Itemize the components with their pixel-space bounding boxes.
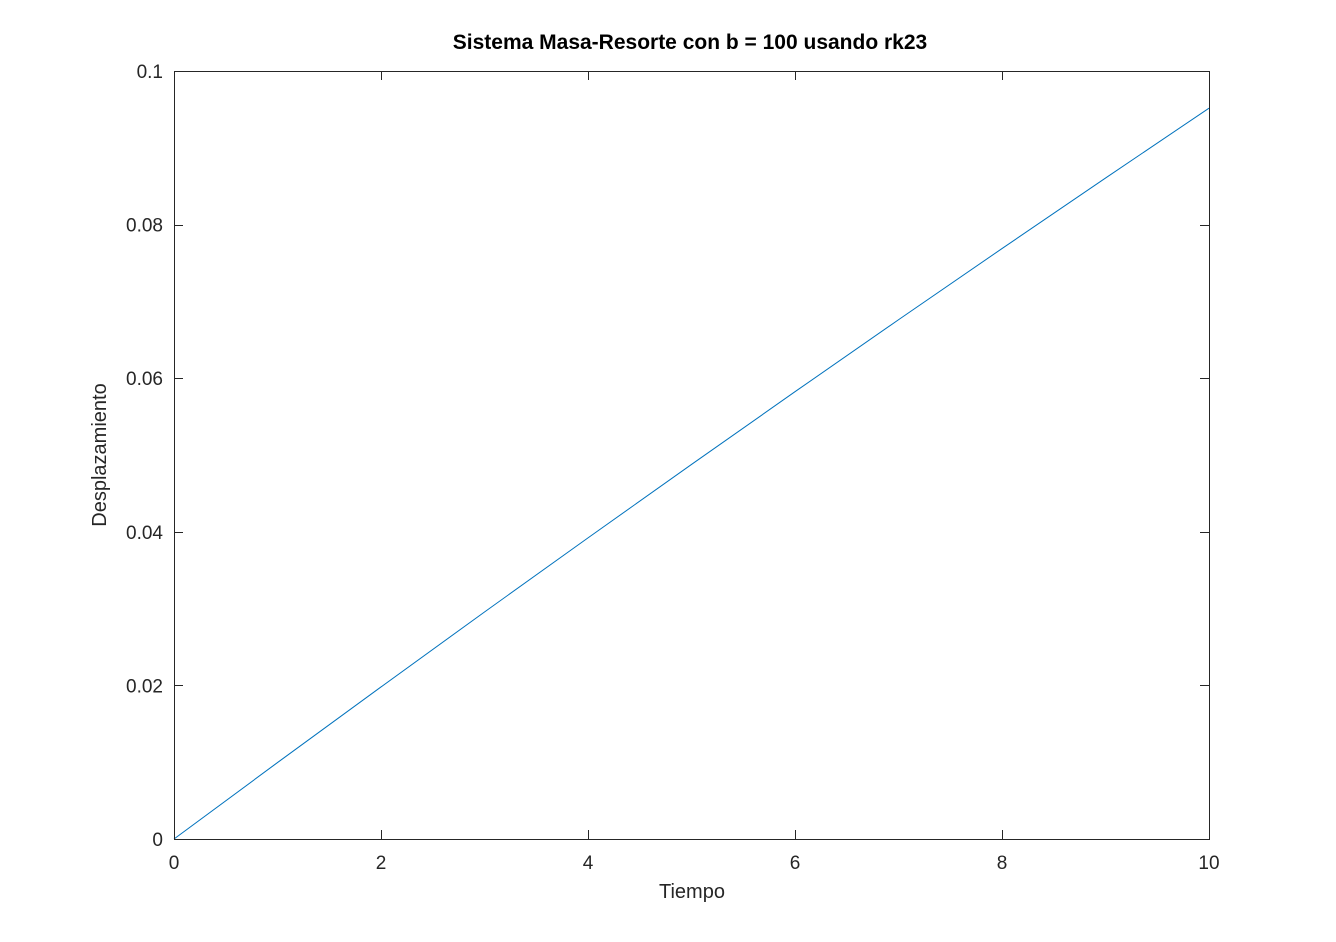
x-tick-label: 0 (169, 853, 180, 874)
axes-box (174, 71, 1210, 840)
x-axis-label: Tiempo (659, 881, 725, 903)
y-axis-label: Desplazamiento (89, 383, 111, 526)
plot-area (174, 71, 1209, 839)
x-tick-label: 6 (790, 853, 801, 874)
y-tick-labels: 0 0.02 0.04 0.06 0.08 0.1 (126, 62, 163, 851)
series-layer (173, 107, 1210, 840)
x-tick-labels: 0 2 4 6 8 10 (169, 853, 1220, 874)
x-tick-label: 10 (1198, 853, 1219, 874)
chart-title: Sistema Masa-Resorte con b = 100 usando … (453, 31, 927, 54)
y-tick-label: 0.04 (126, 523, 163, 544)
series-line-1 (173, 107, 1210, 840)
y-tick-label: 0.06 (126, 369, 163, 390)
y-tick-label: 0.02 (126, 676, 163, 697)
x-tick-label: 8 (997, 853, 1008, 874)
x-tick-label: 4 (583, 853, 594, 874)
y-tick-label: 0.08 (126, 216, 163, 237)
y-tick-label: 0 (152, 830, 163, 851)
x-tick-label: 2 (376, 853, 387, 874)
y-tick-label: 0.1 (137, 62, 163, 83)
